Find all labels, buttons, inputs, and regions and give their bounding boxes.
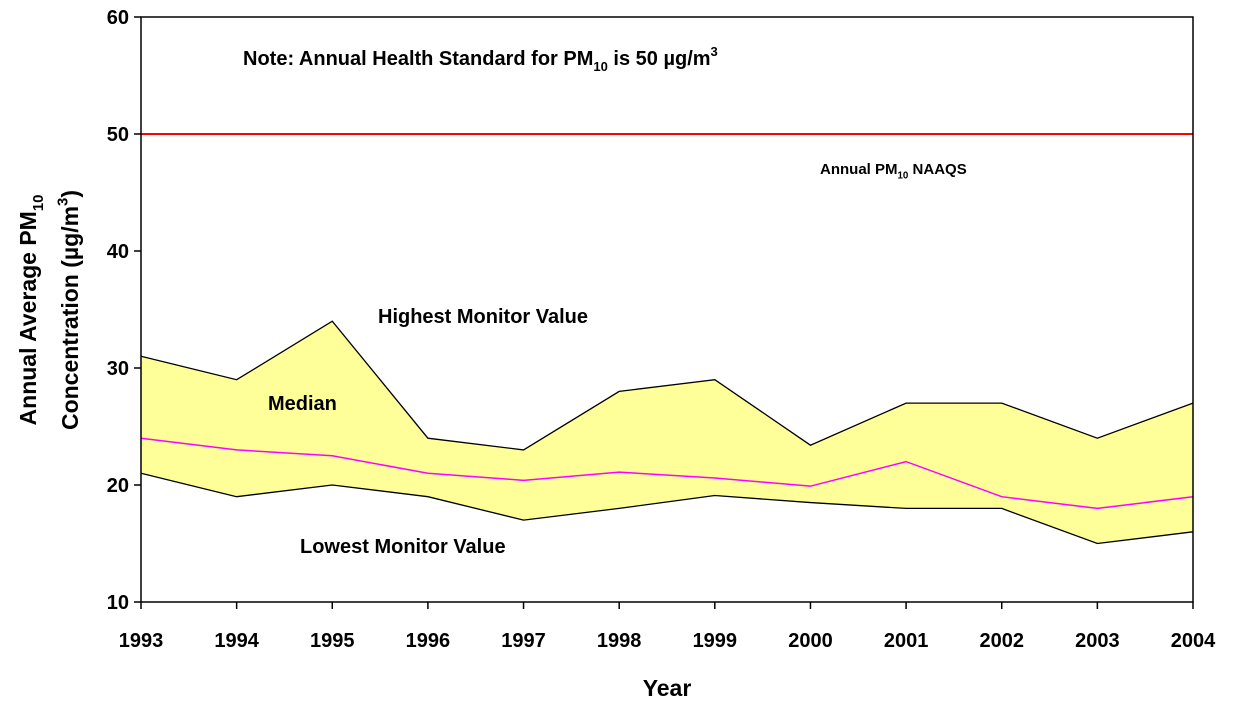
y-axis-label: Annual Average PM10 [15, 195, 47, 426]
series-line [140, 437, 1194, 510]
x-tick-label: 2003 [1075, 630, 1120, 652]
y-tick-label: 40 [107, 241, 129, 263]
series-line [140, 320, 1194, 451]
note: Note: Annual Health Standard for PM10 is… [243, 44, 718, 74]
note-part: 3 [711, 44, 718, 59]
y-axis-label-part: 10 [30, 195, 47, 212]
note-part: Note: Annual Health Standard for PM [243, 48, 593, 70]
y-axis-label-part: ) [57, 190, 83, 198]
x-tick-label: 2000 [788, 630, 833, 652]
x-tick-label: 1999 [693, 630, 738, 652]
x-tick-label: 1994 [214, 630, 259, 652]
reference-label-part: Annual PM [820, 161, 898, 178]
series-line [140, 472, 1194, 545]
x-tick-label: 2002 [979, 630, 1024, 652]
x-tick-label: 2004 [1171, 630, 1216, 652]
y-axis-label-part: Annual Average PM [15, 211, 41, 425]
y-tick-label: 20 [107, 475, 129, 497]
series-label: Highest Monitor Value [378, 306, 588, 328]
y-axis-label-part: 3 [55, 198, 72, 206]
y-axis-label: Concentration (µg/m3) [55, 190, 83, 430]
y-axis-label-part: Concentration (µg/m [57, 206, 83, 430]
x-tick-label: 1993 [119, 630, 164, 652]
x-tick-label: 1997 [501, 630, 546, 652]
series-label: Lowest Monitor Value [300, 536, 506, 558]
reference-label-part: NAAQS [908, 161, 966, 178]
series-label: Median [268, 393, 337, 415]
plot-frame [140, 16, 1194, 603]
y-tick-label: 60 [107, 7, 129, 29]
x-axis-label: Year [643, 675, 692, 701]
x-tick-label: 1995 [310, 630, 355, 652]
x-tick-label: 1998 [597, 630, 642, 652]
note-part: is 50 µg/m [608, 48, 711, 70]
y-tick-label: 30 [107, 358, 129, 380]
reference-label: Annual PM10 NAAQS [820, 161, 967, 182]
range-band [141, 321, 1193, 544]
x-tick-label: 1996 [406, 630, 451, 652]
y-tick-label: 50 [107, 124, 129, 146]
y-tick-label: 10 [107, 592, 129, 614]
reference-label-part: 10 [898, 171, 909, 182]
x-tick-label: 2001 [884, 630, 929, 652]
note-part: 10 [593, 59, 607, 74]
